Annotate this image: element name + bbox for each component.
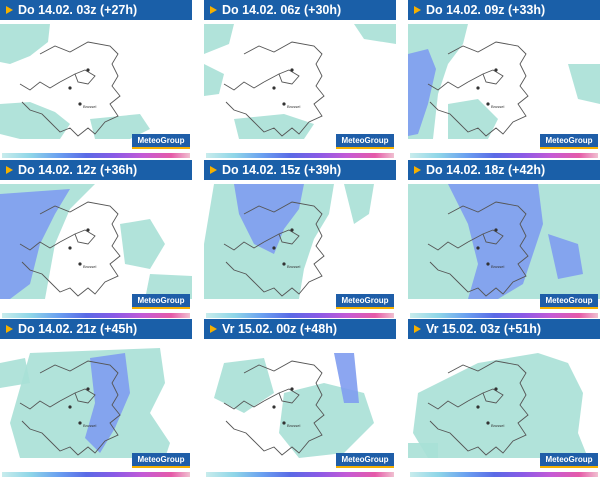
panel-title: Do 14.02. 09z (+33h) (426, 3, 546, 17)
panel-header: Do 14.02. 12z (+36h) (0, 160, 192, 180)
play-arrow-icon (414, 165, 421, 174)
precipitation-map: Brussel MeteoGroup (204, 20, 396, 158)
forecast-panel-4[interactable]: Do 14.02. 12z (+36h) Brussel MeteoGroup (0, 160, 192, 318)
forecast-panel-3[interactable]: Do 14.02. 09z (+33h) Brussel MeteoGroup (408, 0, 600, 158)
play-arrow-icon (6, 165, 13, 174)
brand-logo: MeteoGroup (132, 294, 190, 309)
forecast-panel-6[interactable]: Do 14.02. 18z (+42h) Brussel MeteoGroup (408, 160, 600, 318)
panel-title: Do 14.02. 18z (+42h) (426, 163, 546, 177)
panel-header: Vr 15.02. 00z (+48h) (204, 319, 396, 339)
brand-logo: MeteoGroup (336, 134, 394, 149)
color-scale-bar (206, 472, 394, 477)
precipitation-map: Brussel MeteoGroup (408, 339, 600, 477)
forecast-panel-8[interactable]: Vr 15.02. 00z (+48h) Brussel MeteoGroup (204, 319, 396, 477)
play-arrow-icon (414, 324, 421, 333)
forecast-panel-2[interactable]: Do 14.02. 06z (+30h) Brussel MeteoGroup (204, 0, 396, 158)
panel-title: Vr 15.02. 00z (+48h) (222, 322, 338, 336)
city-label: Brussel (287, 264, 300, 269)
city-label: Brussel (83, 104, 96, 109)
play-arrow-icon (6, 5, 13, 14)
forecast-panel-1[interactable]: Do 14.02. 03z (+27h) Brussel MeteoGroup (0, 0, 192, 158)
panel-header: Do 14.02. 18z (+42h) (408, 160, 600, 180)
play-arrow-icon (6, 324, 13, 333)
forecast-panel-7[interactable]: Do 14.02. 21z (+45h) Brussel MeteoGroup (0, 319, 192, 477)
city-label: Brussel (83, 264, 96, 269)
precipitation-map: Brussel MeteoGroup (408, 20, 600, 158)
brand-logo: MeteoGroup (540, 134, 598, 149)
panel-title: Do 14.02. 15z (+39h) (222, 163, 342, 177)
city-label: Brussel (287, 423, 300, 428)
city-label: Brussel (491, 423, 504, 428)
panel-title: Vr 15.02. 03z (+51h) (426, 322, 542, 336)
play-arrow-icon (210, 324, 217, 333)
precipitation-map: Brussel MeteoGroup (0, 20, 192, 158)
color-scale-bar (206, 153, 394, 158)
panel-header: Do 14.02. 21z (+45h) (0, 319, 192, 339)
panel-title: Do 14.02. 03z (+27h) (18, 3, 138, 17)
color-scale-bar (206, 313, 394, 318)
precipitation-map: Brussel MeteoGroup (204, 339, 396, 477)
forecast-panel-9[interactable]: Vr 15.02. 03z (+51h) Brussel MeteoGroup (408, 319, 600, 477)
color-scale-bar (410, 153, 598, 158)
brand-logo: MeteoGroup (132, 134, 190, 149)
panel-title: Do 14.02. 06z (+30h) (222, 3, 342, 17)
color-scale-bar (2, 153, 190, 158)
play-arrow-icon (414, 5, 421, 14)
city-label: Brussel (491, 104, 504, 109)
color-scale-bar (410, 472, 598, 477)
brand-logo: MeteoGroup (336, 453, 394, 468)
brand-logo: MeteoGroup (336, 294, 394, 309)
city-label: Brussel (491, 264, 504, 269)
panel-header: Do 14.02. 03z (+27h) (0, 0, 192, 20)
brand-logo: MeteoGroup (132, 453, 190, 468)
city-label: Brussel (83, 423, 96, 428)
forecast-panel-5[interactable]: Do 14.02. 15z (+39h) Brussel MeteoGroup (204, 160, 396, 318)
play-arrow-icon (210, 165, 217, 174)
play-arrow-icon (210, 5, 217, 14)
precipitation-map: Brussel MeteoGroup (408, 180, 600, 318)
color-scale-bar (2, 472, 190, 477)
precipitation-map: Brussel MeteoGroup (0, 180, 192, 318)
panel-title: Do 14.02. 12z (+36h) (18, 163, 138, 177)
precipitation-map: Brussel MeteoGroup (0, 339, 192, 477)
color-scale-bar (2, 313, 190, 318)
panel-title: Do 14.02. 21z (+45h) (18, 322, 138, 336)
brand-logo: MeteoGroup (540, 453, 598, 468)
brand-logo: MeteoGroup (540, 294, 598, 309)
panel-header: Do 14.02. 06z (+30h) (204, 0, 396, 20)
panel-header: Do 14.02. 09z (+33h) (408, 0, 600, 20)
color-scale-bar (410, 313, 598, 318)
precipitation-map: Brussel MeteoGroup (204, 180, 396, 318)
panel-header: Do 14.02. 15z (+39h) (204, 160, 396, 180)
city-label: Brussel (287, 104, 300, 109)
panel-header: Vr 15.02. 03z (+51h) (408, 319, 600, 339)
